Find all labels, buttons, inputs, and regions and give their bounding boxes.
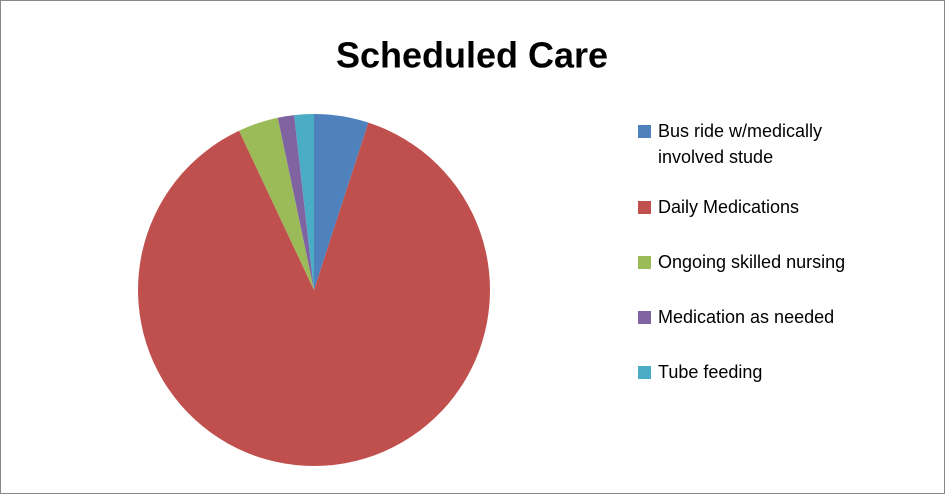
legend-label: Daily Medications: [658, 197, 800, 217]
legend-item: Medication as needed: [638, 304, 858, 330]
legend-label: Tube feeding: [658, 362, 763, 382]
legend-label: Medication as needed: [658, 307, 835, 327]
legend-label: Bus ride w/medically involved stude: [658, 121, 823, 167]
legend-swatch: [638, 256, 651, 269]
pie-slice: [138, 122, 491, 467]
pie-slice: [294, 114, 314, 290]
legend-item: Bus ride w/medically involved stude: [638, 118, 858, 170]
legend-swatch: [638, 201, 651, 214]
legend-label: Ongoing skilled nursing: [658, 252, 846, 272]
legend-swatch: [638, 125, 651, 138]
legend: Bus ride w/medically involved stude Daily…: [638, 118, 918, 385]
legend-item: Ongoing skilled nursing: [638, 249, 858, 275]
pie-slice: [314, 114, 369, 290]
legend-swatch: [638, 366, 651, 379]
legend-item: Tube feeding: [638, 359, 858, 385]
chart-title: Scheduled Care: [336, 35, 608, 76]
legend-item: Daily Medications: [638, 194, 858, 220]
pie-slice: [277, 115, 314, 290]
legend-swatch: [638, 311, 651, 324]
pie-slice: [239, 117, 314, 290]
